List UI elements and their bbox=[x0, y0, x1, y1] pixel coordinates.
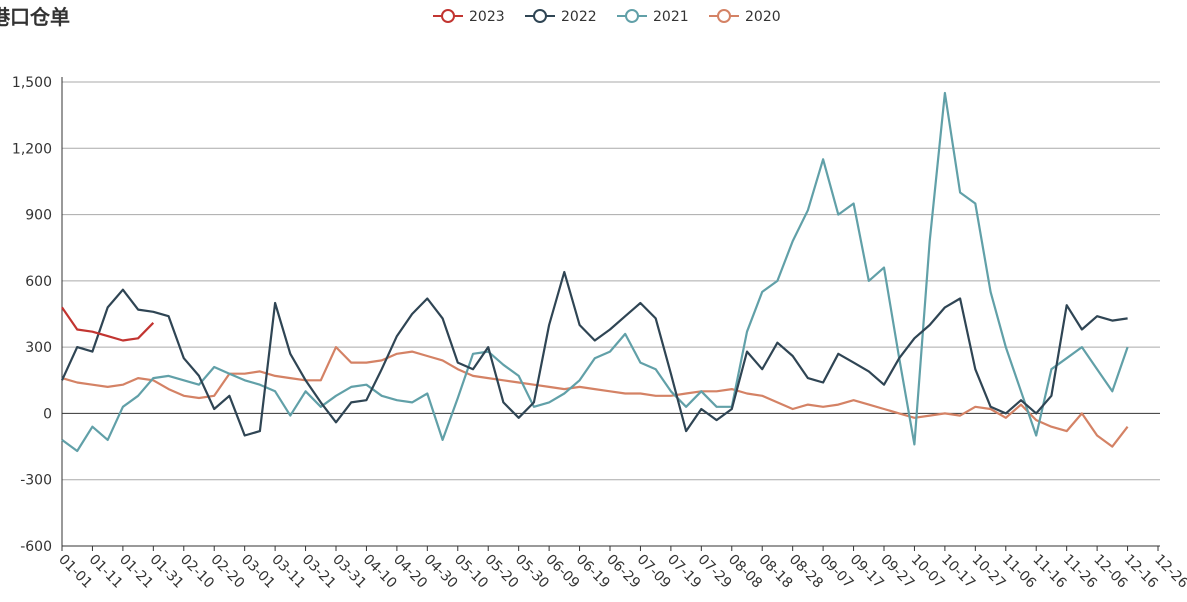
x-tick-label: 06-09 bbox=[542, 552, 582, 592]
x-tick-label: 02-10 bbox=[177, 552, 217, 592]
x-tick-label: 08-28 bbox=[786, 552, 826, 592]
x-tick-label: 10-07 bbox=[908, 552, 948, 592]
x-tick-label: 01-31 bbox=[147, 552, 187, 592]
x-tick-label: 09-07 bbox=[816, 552, 856, 592]
x-tick-label: 03-31 bbox=[329, 552, 369, 592]
x-tick-label: 10-17 bbox=[938, 552, 978, 592]
chart-title: 港口仓单 bbox=[0, 5, 70, 29]
x-tick-label: 01-01 bbox=[55, 552, 95, 592]
x-tick-label: 03-11 bbox=[268, 552, 308, 592]
series-line bbox=[61, 346, 1129, 448]
x-tick-label: 12-16 bbox=[1121, 552, 1161, 592]
x-tick-label: 06-19 bbox=[573, 552, 613, 592]
x-tick-label: 04-10 bbox=[360, 552, 400, 592]
x-tick-label: 11-26 bbox=[1060, 552, 1100, 592]
x-tick-label: 07-19 bbox=[664, 552, 704, 592]
x-tick-label: 06-29 bbox=[603, 552, 643, 592]
x-tick-label: 03-01 bbox=[238, 552, 278, 592]
x-tick-label: 12-06 bbox=[1090, 552, 1130, 592]
legend-item: 2021 bbox=[617, 9, 689, 25]
y-tick-label: 600 bbox=[25, 274, 52, 290]
legend-icon bbox=[533, 9, 547, 23]
legend-label: 2022 bbox=[561, 9, 597, 25]
series-line bbox=[60, 270, 1128, 437]
y-tick-label: -300 bbox=[20, 473, 52, 489]
x-tick-label: 11-16 bbox=[1029, 552, 1069, 592]
x-tick-label: 10-27 bbox=[969, 552, 1009, 592]
y-tick-label: 900 bbox=[25, 208, 52, 224]
y-tick-label: -600 bbox=[20, 539, 52, 555]
legend-item: 2020 bbox=[709, 9, 781, 25]
x-tick-label: 04-20 bbox=[390, 552, 430, 592]
x-tick-label: 08-18 bbox=[755, 552, 795, 592]
x-tick-label: 09-27 bbox=[877, 552, 917, 592]
x-tick-label: 01-21 bbox=[116, 552, 156, 592]
x-tick-label: 12-26 bbox=[1151, 552, 1187, 592]
legend-icon bbox=[625, 9, 639, 23]
x-tick-label: 09-17 bbox=[847, 552, 887, 592]
y-tick-label: 300 bbox=[25, 340, 52, 356]
y-tick-label: 0 bbox=[43, 406, 52, 422]
legend-icon bbox=[717, 9, 731, 23]
legend-item: 2023 bbox=[433, 9, 505, 25]
x-tick-label: 11-06 bbox=[999, 552, 1039, 592]
x-tick-label: 08-08 bbox=[725, 552, 765, 592]
series-line bbox=[61, 91, 1129, 453]
y-tick-label: 1,500 bbox=[12, 75, 52, 91]
legend-icon bbox=[441, 9, 455, 23]
x-tick-label: 05-10 bbox=[451, 552, 491, 592]
x-tick-label: 01-11 bbox=[86, 552, 126, 592]
x-tick-label: 03-21 bbox=[299, 552, 339, 592]
y-tick-label: 1,200 bbox=[12, 141, 52, 157]
x-tick-label: 05-20 bbox=[481, 552, 521, 592]
legend-item: 2022 bbox=[525, 9, 597, 25]
legend-label: 2020 bbox=[745, 9, 781, 25]
x-tick-label: 05-30 bbox=[512, 552, 552, 592]
legend-label: 2021 bbox=[653, 9, 689, 25]
x-tick-label: 04-30 bbox=[421, 552, 461, 592]
series-line bbox=[61, 306, 155, 342]
x-tick-label: 02-20 bbox=[207, 552, 247, 592]
x-tick-label: 07-29 bbox=[695, 552, 735, 592]
x-tick-label: 07-09 bbox=[634, 552, 674, 592]
legend-label: 2023 bbox=[469, 9, 505, 25]
